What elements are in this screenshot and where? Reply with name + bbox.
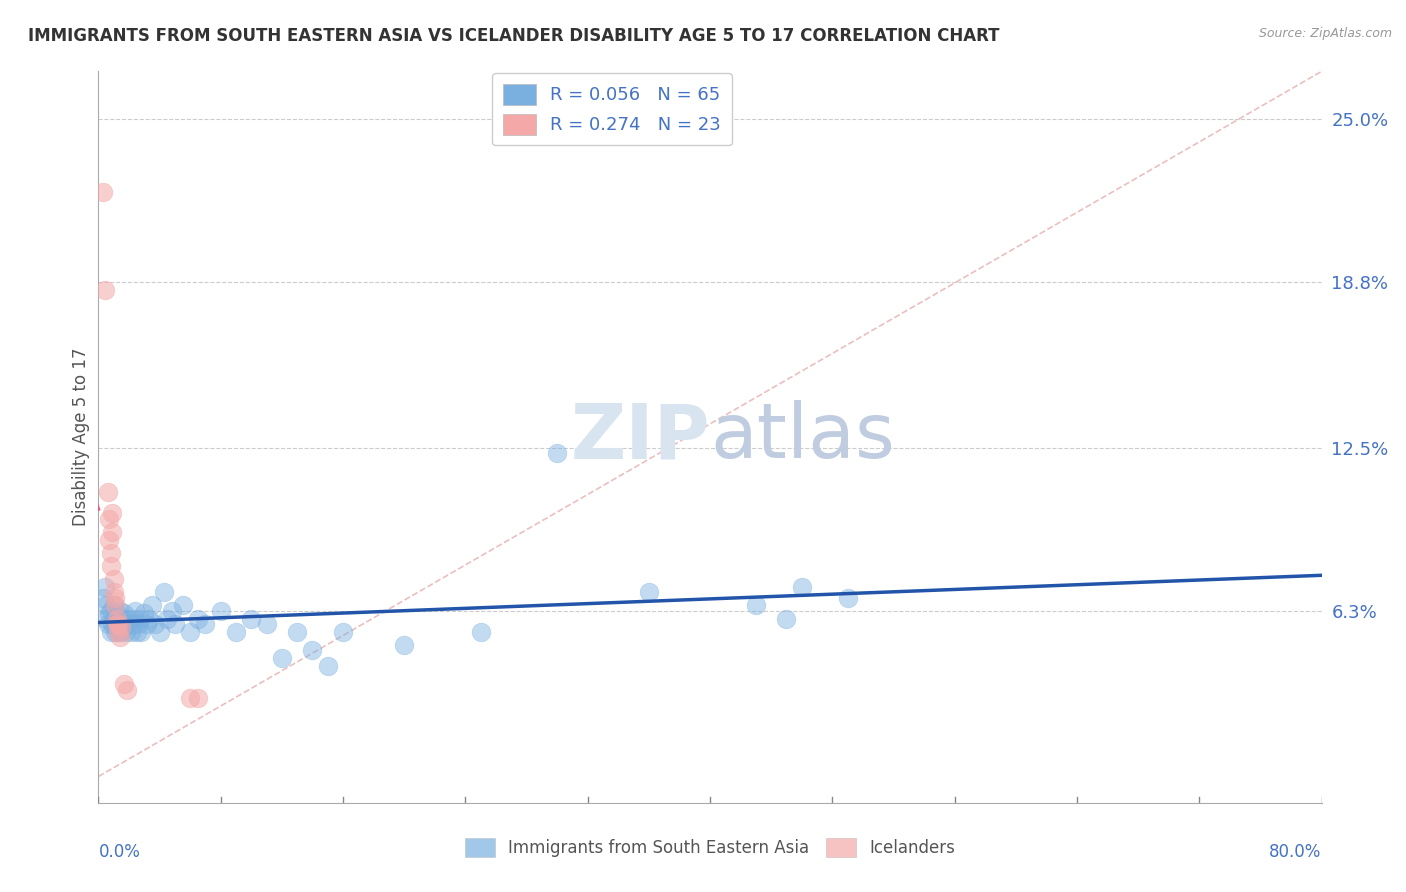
Point [108,612,131,626]
Point [117,616,139,631]
Point [110,624,132,639]
Point [187,612,209,626]
Point [316,659,339,673]
Point [179,690,201,705]
Point [108,630,131,644]
Point [209,604,232,618]
Point [93,580,115,594]
Point [110,619,132,633]
Y-axis label: Disability Age 5 to 17: Disability Age 5 to 17 [72,348,90,526]
Point [98,533,121,547]
Point [105,607,128,621]
Point [94,599,117,613]
Point [332,624,354,639]
Text: ZIP: ZIP [571,401,710,474]
Point [100,624,122,639]
Point [637,585,661,599]
Point [745,599,768,613]
Point [240,612,263,626]
Point [103,612,125,626]
Point [105,616,128,631]
Point [101,616,124,631]
Text: 0.0%: 0.0% [98,843,141,861]
Point [112,607,135,621]
Point [122,612,145,626]
Point [117,682,139,697]
Point [100,604,122,618]
Point [470,624,492,639]
Point [115,624,138,639]
Legend: Immigrants from South Eastern Asia, Icelanders: Immigrants from South Eastern Asia, Icel… [458,831,962,864]
Point [104,616,127,631]
Point [837,591,859,605]
Point [97,616,120,631]
Point [546,446,568,460]
Point [179,624,201,639]
Point [153,585,176,599]
Point [104,591,127,605]
Point [104,599,127,613]
Point [120,624,142,639]
Point [285,624,308,639]
Point [107,624,129,639]
Point [100,559,122,574]
Point [98,607,121,621]
Point [111,612,134,626]
Point [101,524,124,539]
Point [125,624,148,639]
Point [156,612,179,626]
Point [100,546,122,560]
Point [94,612,117,626]
Point [103,599,125,613]
Point [149,624,172,639]
Point [301,643,323,657]
Text: IMMIGRANTS FROM SOUTH EASTERN ASIA VS ICELANDER DISABILITY AGE 5 TO 17 CORRELATI: IMMIGRANTS FROM SOUTH EASTERN ASIA VS IC… [28,27,1000,45]
Text: Source: ZipAtlas.com: Source: ZipAtlas.com [1258,27,1392,40]
Point [121,616,143,631]
Point [101,507,124,521]
Point [138,612,160,626]
Point [160,604,183,618]
Point [270,651,292,665]
Text: atlas: atlas [710,401,894,474]
Point [107,616,129,631]
Point [143,616,166,631]
Point [108,604,131,618]
Point [105,612,128,626]
Point [163,616,186,631]
Point [107,616,129,631]
Point [136,616,159,631]
Text: 80.0%: 80.0% [1270,843,1322,861]
Point [256,616,278,631]
Point [129,624,152,639]
Point [392,638,416,652]
Point [91,591,114,605]
Point [124,604,146,618]
Point [91,186,114,200]
Point [105,612,128,626]
Point [790,580,813,594]
Point [104,624,127,639]
Point [110,616,132,631]
Point [128,612,150,626]
Point [141,599,163,613]
Point [98,511,121,525]
Point [93,283,115,297]
Point [103,572,125,586]
Point [134,607,156,621]
Point [225,624,247,639]
Point [775,612,797,626]
Point [194,616,217,631]
Point [103,585,125,599]
Point [107,624,129,639]
Point [172,599,194,613]
Point [187,690,209,705]
Point [112,677,135,691]
Point [97,485,120,500]
Point [127,616,149,631]
Point [118,612,141,626]
